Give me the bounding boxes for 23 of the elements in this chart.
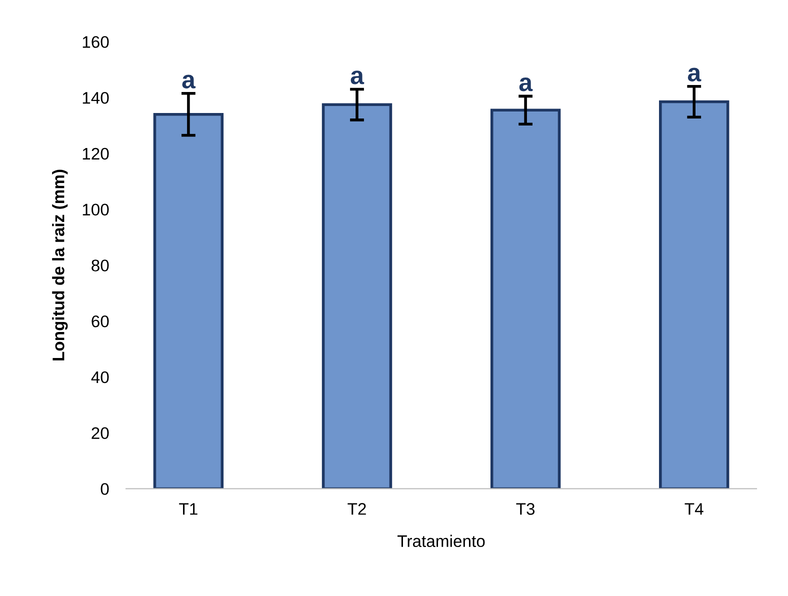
x-tick-label: T2 xyxy=(348,503,366,515)
x-axis-title: Tratamiento xyxy=(398,534,485,548)
y-tick-label: 80 xyxy=(92,260,109,272)
y-tick-label: 160 xyxy=(82,36,109,48)
annotation: a xyxy=(350,70,364,84)
y-tick-label: 140 xyxy=(82,92,109,104)
y-tick-label: 20 xyxy=(92,427,109,440)
annotation: a xyxy=(688,68,702,82)
y-tick-label: 100 xyxy=(82,204,109,216)
bar xyxy=(490,108,561,489)
y-tick-label: 40 xyxy=(91,371,109,384)
y-tick-label: 0 xyxy=(100,483,109,495)
annotation: a xyxy=(182,74,196,88)
x-tick-label: T1 xyxy=(179,503,198,515)
y-tick-label: 120 xyxy=(82,148,109,160)
x-tick-label: T4 xyxy=(684,503,704,515)
bar xyxy=(322,103,392,489)
bar xyxy=(659,100,730,489)
x-tick-label: T3 xyxy=(516,503,535,515)
bar xyxy=(153,112,224,489)
y-tick-label: 60 xyxy=(92,315,109,328)
annotation: a xyxy=(519,78,533,92)
y-axis-title: Longitud de la raiz (mm) xyxy=(52,170,68,360)
